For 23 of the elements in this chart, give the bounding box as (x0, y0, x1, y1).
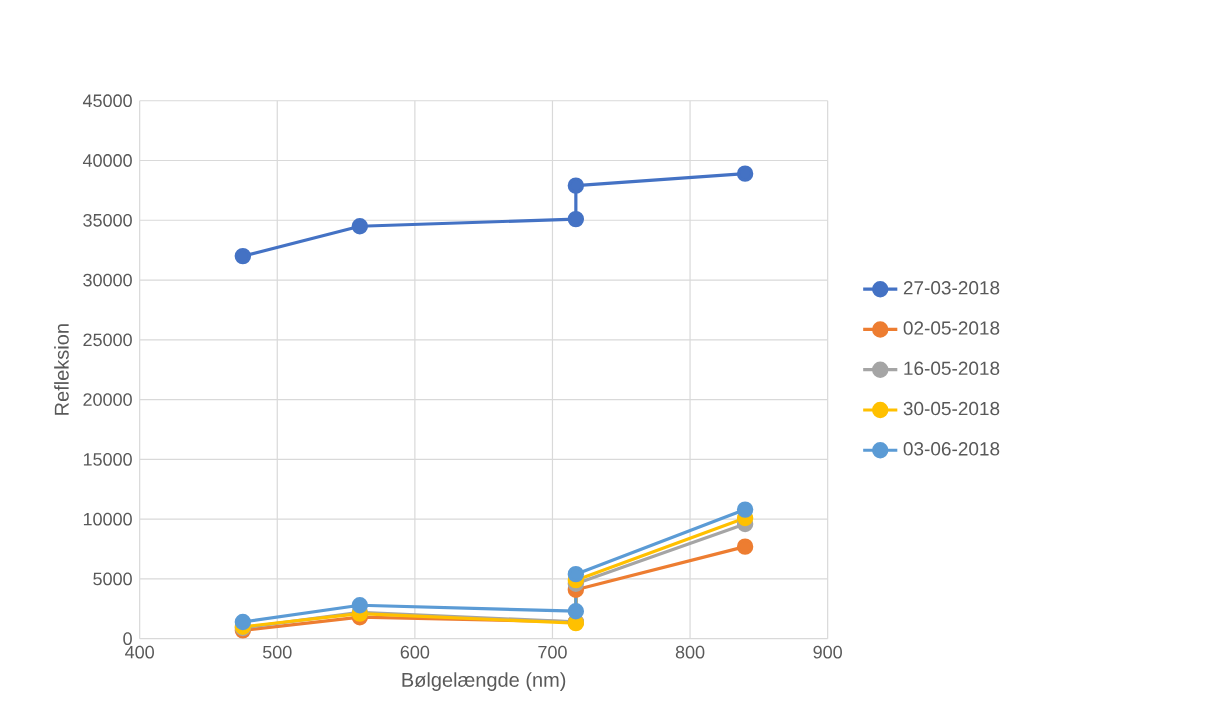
y-tick-label: 0 (123, 632, 132, 646)
y-tick-label: 30000 (83, 273, 132, 287)
x-axis-title: Bølgelængde (nm) (402, 672, 566, 691)
x-tick-label: 700 (538, 645, 567, 659)
legend-label: 02-05-2018 (903, 321, 1000, 335)
y-tick-label: 45000 (82, 94, 132, 108)
y-axis-title: Refleksion (54, 324, 69, 415)
y-tick-label: 35000 (83, 213, 132, 227)
x-tick-label: 600 (400, 645, 430, 659)
x-tick-label: 500 (262, 645, 292, 659)
legend-label: 30-05-2018 (903, 401, 1000, 416)
x-tick-label: 800 (675, 645, 705, 659)
legend-label: 27-03-2018 (903, 281, 1000, 295)
x-tick-label: 900 (813, 645, 842, 659)
legend-label: 16-05-2018 (904, 361, 1000, 376)
y-tick-label: 40000 (82, 154, 132, 167)
y-tick-label: 5000 (93, 572, 132, 586)
y-tick-label: 15000 (83, 453, 132, 466)
legend-label: 03-06-2018 (903, 442, 1000, 456)
x-tick-label: 400 (125, 645, 154, 659)
y-tick-label: 25000 (83, 333, 132, 347)
y-tick-label: 10000 (83, 512, 132, 526)
y-tick-label: 20000 (83, 393, 132, 406)
